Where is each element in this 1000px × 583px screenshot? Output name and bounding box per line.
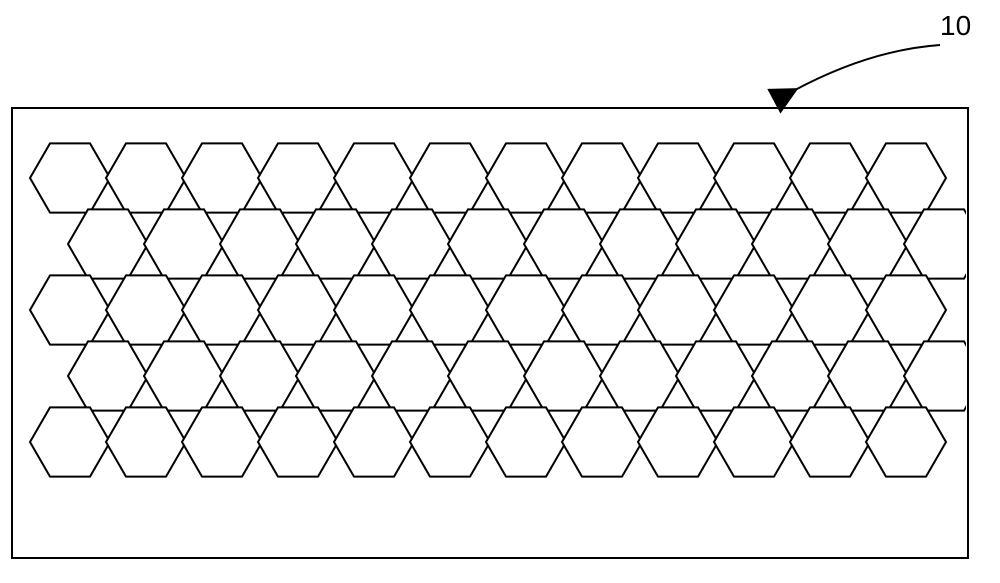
diagram-canvas: 10 xyxy=(0,0,1000,578)
diagram-svg xyxy=(0,0,1000,578)
reference-arrow xyxy=(795,45,940,90)
reference-label: 10 xyxy=(940,10,971,42)
hex-grid xyxy=(30,143,984,476)
